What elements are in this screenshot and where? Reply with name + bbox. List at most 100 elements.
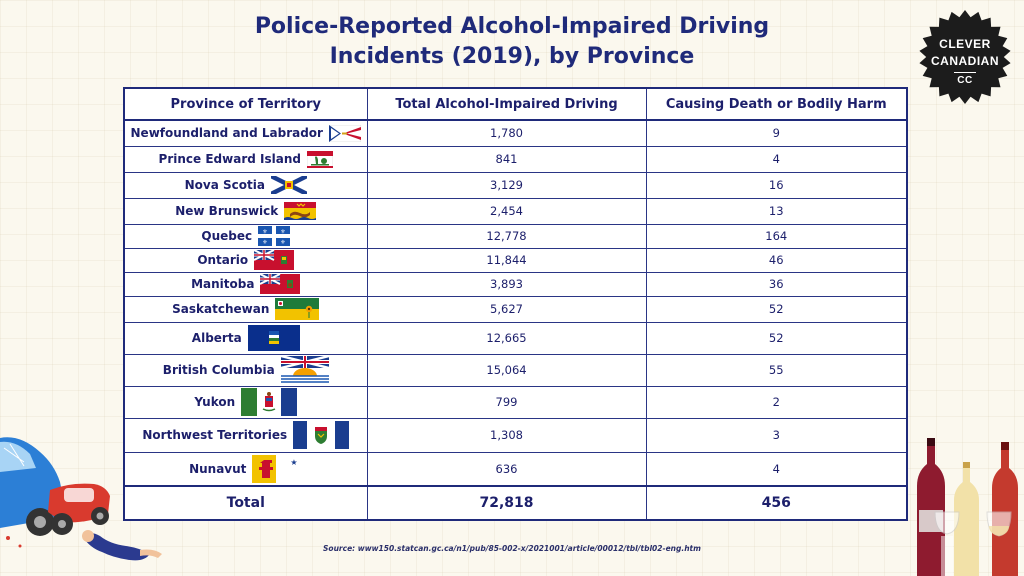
page-title: Police-Reported Alcohol-Impaired Driving… <box>0 12 1024 72</box>
nunavut-flag-icon: ★ <box>252 454 303 483</box>
svg-text:⚜: ⚜ <box>280 239 285 246</box>
nova-scotia-flag-icon <box>270 176 307 194</box>
province-cell: Northwest Territories <box>123 417 368 453</box>
total-cell: 841 <box>366 145 647 173</box>
province-cell: Yukon <box>123 385 368 419</box>
table-row: British Columbia 15,064 55 <box>123 353 908 387</box>
saskatchewan-flag-icon <box>275 298 320 320</box>
total-cell: 3,129 <box>366 171 647 199</box>
death-harm-cell: 16 <box>645 171 908 199</box>
province-name: Northwest Territories <box>142 428 288 442</box>
total-label-cell: Total <box>123 485 368 521</box>
alberta-flag-icon <box>247 325 300 351</box>
table-row: Saskatchewan 5,627 52 <box>123 295 908 323</box>
province-cell: Manitoba <box>123 271 368 297</box>
table-row: New Brunswick 2,454 13 <box>123 197 908 225</box>
death-harm-cell: 52 <box>645 321 908 355</box>
table-row: Yukon 799 2 <box>123 385 908 419</box>
province-name: Prince Edward Island <box>158 152 301 166</box>
pei-flag-icon <box>306 150 333 168</box>
province-name: Nunavut <box>189 461 247 476</box>
death-harm-cell: 4 <box>645 451 908 487</box>
province-name: Nova Scotia <box>184 178 265 192</box>
province-name: Manitoba <box>191 277 255 291</box>
total-cell: 12,665 <box>366 321 647 355</box>
logo-text-clever: CLEVER <box>939 37 991 51</box>
table-row: Ontario 11,844 46 <box>123 247 908 273</box>
ontario-flag-icon <box>254 250 295 270</box>
death-harm-cell: 9 <box>645 119 908 147</box>
car-crash-illustration-icon <box>0 437 162 561</box>
province-cell: Ontario <box>123 247 368 273</box>
data-table: Province of Territory Total Alcohol-Impa… <box>123 87 908 521</box>
title-line-1: Police-Reported Alcohol-Impaired Driving <box>254 14 770 39</box>
table-row: Northwest Territories 1,308 3 <box>123 417 908 453</box>
province-cell: New Brunswick <box>123 197 368 225</box>
total-cell: 12,778 <box>366 223 647 249</box>
province-name: Yukon <box>194 395 236 409</box>
svg-text:⚜: ⚜ <box>262 229 267 236</box>
province-cell: Quebec ⚜ ⚜ ⚜ ⚜ <box>123 223 368 249</box>
logo-badge-icon <box>919 10 1011 104</box>
table-row: Nunavut ★ 636 4 <box>123 451 908 487</box>
province-cell: Nova Scotia <box>123 171 368 199</box>
total-cell: 2,454 <box>366 197 647 225</box>
table-total-row: Total 72,818 456 <box>123 485 908 521</box>
nwt-flag-icon <box>293 421 350 449</box>
table-header-row: Province of Territory Total Alcohol-Impa… <box>123 87 908 121</box>
province-cell: Newfoundland and Labrador <box>123 119 368 147</box>
total-cell: 15,064 <box>366 353 647 387</box>
quebec-flag-icon: ⚜ ⚜ ⚜ ⚜ <box>258 226 291 246</box>
province-name: British Columbia <box>162 363 275 377</box>
table-row: Alberta 12,665 52 <box>123 321 908 355</box>
death-harm-cell: 46 <box>645 247 908 273</box>
province-cell: Alberta <box>123 321 368 355</box>
death-harm-cell: 4 <box>645 145 908 173</box>
province-cell: Prince Edward Island <box>123 145 368 173</box>
death-harm-cell: 52 <box>645 295 908 323</box>
death-harm-cell: 3 <box>645 417 908 453</box>
wine-bottles-illustration-icon <box>917 438 1018 576</box>
total-cell: 636 <box>366 451 647 487</box>
table-row: Quebec ⚜ ⚜ ⚜ ⚜ 12,778 164 <box>123 223 908 249</box>
province-name: Saskatchewan <box>172 302 270 316</box>
province-name: Alberta <box>191 331 242 345</box>
province-name: New Brunswick <box>175 204 279 218</box>
death-harm-cell: 2 <box>645 385 908 419</box>
svg-text:★: ★ <box>291 458 298 467</box>
table-row: Manitoba 3,893 36 <box>123 271 908 297</box>
table-row: Nova Scotia 3,129 16 <box>123 171 908 199</box>
province-cell: British Columbia <box>123 353 368 387</box>
grand-total-cell: 72,818 <box>366 485 647 521</box>
new-brunswick-flag-icon <box>284 202 317 220</box>
svg-text:⚜: ⚜ <box>262 239 267 246</box>
logo-text-cc: CC <box>957 75 973 86</box>
province-name: Ontario <box>197 253 249 267</box>
death-harm-cell: 55 <box>645 353 908 387</box>
total-cell: 1,780 <box>366 119 647 147</box>
table-row: Prince Edward Island 841 4 <box>123 145 908 173</box>
logo-divider <box>954 72 976 73</box>
newfoundland-flag-icon <box>328 124 361 142</box>
death-harm-cell: 164 <box>645 223 908 249</box>
total-cell: 3,893 <box>366 271 647 297</box>
total-cell: 799 <box>366 385 647 419</box>
death-harm-cell: 13 <box>645 197 908 225</box>
yukon-flag-icon <box>241 388 298 416</box>
clever-canadian-logo: CLEVER CANADIAN CC <box>918 10 1012 104</box>
british-columbia-flag-icon <box>280 356 329 384</box>
manitoba-flag-icon <box>260 274 301 294</box>
source-citation: Source: www150.statcan.gc.ca/n1/pub/85-0… <box>323 544 701 553</box>
table-row: Newfoundland and Labrador 1,780 9 <box>123 119 908 147</box>
death-harm-cell: 36 <box>645 271 908 297</box>
grand-death-harm-cell: 456 <box>645 485 908 521</box>
province-name: Newfoundland and Labrador <box>130 126 323 141</box>
column-header-province: Province of Territory <box>123 87 368 121</box>
column-header-death-harm: Causing Death or Bodily Harm <box>645 87 908 121</box>
total-cell: 11,844 <box>366 247 647 273</box>
total-cell: 1,308 <box>366 417 647 453</box>
svg-text:⚜: ⚜ <box>280 229 285 236</box>
column-header-total: Total Alcohol-Impaired Driving <box>366 87 647 121</box>
province-cell: Saskatchewan <box>123 295 368 323</box>
logo-text-canadian: CANADIAN <box>931 54 999 68</box>
